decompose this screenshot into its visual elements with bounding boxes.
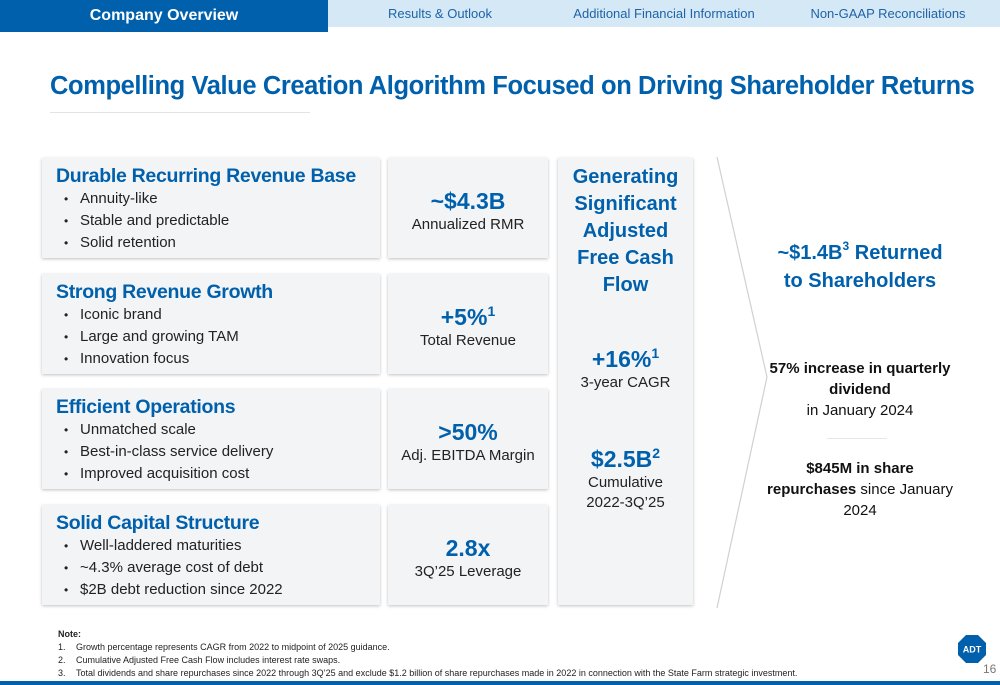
- pillar-bullets: Iconic brand Large and growing TAM Innov…: [64, 304, 366, 370]
- tab-non-gaap-reconciliations[interactable]: Non-GAAP Reconciliations: [776, 0, 1000, 27]
- chevron-divider-icon: [716, 156, 768, 609]
- pillar-heading: Efficient Operations: [56, 396, 236, 418]
- pillar-heading: Durable Recurring Revenue Base: [56, 165, 356, 187]
- metric-label: Adj. EBITDA Margin: [401, 447, 535, 464]
- metric-label: 3Q’25 Leverage: [414, 563, 522, 580]
- pillar-bullets: Annuity-like Stable and predictable Soli…: [64, 188, 366, 254]
- pillar-card-capital-structure: Solid Capital Structure Well-laddered ma…: [42, 505, 380, 605]
- bullet-item: Improved acquisition cost: [64, 463, 366, 485]
- pillar-card-recurring-revenue: Durable Recurring Revenue Base Annuity-l…: [42, 158, 380, 258]
- bullet-item: ~4.3% average cost of debt: [64, 557, 366, 579]
- bottom-accent-bar: [0, 681, 1000, 685]
- section-nav: Company Overview Results & Outlook Addit…: [0, 0, 1000, 32]
- pillar-bullets: Unmatched scale Best-in-class service de…: [64, 419, 366, 485]
- pillar-heading: Strong Revenue Growth: [56, 281, 273, 303]
- metric-card-total-revenue: +5%1 Total Revenue: [388, 274, 548, 374]
- metric-label: Cumulative 2022-3Q’25: [586, 474, 665, 511]
- title-divider: [50, 112, 310, 113]
- metric-value: ~$4.3B: [430, 188, 506, 214]
- metric-label: Annualized RMR: [411, 216, 525, 233]
- metric-label: Total Revenue: [420, 332, 516, 349]
- fcf-cumulative-stat: $2.5B2 Cumulative 2022-3Q’25: [558, 439, 693, 513]
- returns-dividend-item: 57% increase in quarterly dividend in Jan…: [769, 360, 951, 419]
- fcf-cagr-stat: +16%1 3-year CAGR: [558, 339, 693, 393]
- metric-value: +16%1: [591, 345, 660, 372]
- page-title: Compelling Value Creation Algorithm Focu…: [50, 72, 975, 100]
- adt-logo-icon: ADT: [958, 635, 986, 663]
- footnote-item: 1. Growth percentage represents CAGR from…: [58, 642, 390, 652]
- metric-value: +5%1: [440, 303, 496, 330]
- bullet-item: Large and growing TAM: [64, 326, 366, 348]
- tab-results-outlook[interactable]: Results & Outlook: [328, 0, 552, 27]
- pillar-card-efficient-operations: Efficient Operations Unmatched scale Bes…: [42, 389, 380, 489]
- tab-additional-financial-information[interactable]: Additional Financial Information: [552, 0, 776, 27]
- tab-company-overview[interactable]: Company Overview: [0, 0, 328, 32]
- returns-heading: ~$1.4B3 Returned to Shareholders: [777, 239, 943, 292]
- bullet-item: Iconic brand: [64, 304, 366, 326]
- bullet-item: Solid retention: [64, 232, 366, 254]
- bullet-item: $2B debt reduction since 2022: [64, 579, 366, 601]
- bullet-item: Best-in-class service delivery: [64, 441, 366, 463]
- returns-repurchase-item: $845M in share repurchases since January…: [767, 460, 953, 519]
- metric-card-ebitda-margin: >50% Adj. EBITDA Margin: [388, 389, 548, 489]
- fcf-heading: Generating Significant Adjusted Free Cas…: [572, 166, 679, 296]
- footnotes: Note: 1. Growth percentage represents CAG…: [58, 628, 797, 680]
- metric-card-rmr: ~$4.3B Annualized RMR: [388, 158, 548, 258]
- svg-text:ADT: ADT: [963, 645, 982, 655]
- pillar-heading: Solid Capital Structure: [56, 512, 260, 534]
- footnote-item: 3. Total dividends and share repurchases …: [58, 668, 798, 678]
- bullet-item: Annuity-like: [64, 188, 366, 210]
- bullet-item: Innovation focus: [64, 348, 366, 370]
- footnote-item: 2. Cumulative Adjusted Free Cash Flow inc…: [58, 655, 341, 665]
- returns-divider: [827, 438, 887, 439]
- fcf-card: Generating Significant Adjusted Free Cas…: [558, 158, 693, 605]
- metric-value: >50%: [438, 419, 498, 445]
- page-number: 16: [983, 662, 997, 676]
- metric-value: $2.5B2: [590, 445, 661, 472]
- metric-label: 3-year CAGR: [580, 374, 671, 391]
- metric-card-leverage: 2.8x 3Q’25 Leverage: [388, 505, 548, 605]
- bullet-item: Well-laddered maturities: [64, 535, 366, 557]
- footnotes-title: Note:: [58, 629, 81, 639]
- pillar-card-revenue-growth: Strong Revenue Growth Iconic brand Large…: [42, 274, 380, 374]
- pillar-bullets: Well-laddered maturities ~4.3% average c…: [64, 535, 366, 601]
- metric-value: 2.8x: [445, 535, 491, 561]
- bullet-item: Unmatched scale: [64, 419, 366, 441]
- bullet-item: Stable and predictable: [64, 210, 366, 232]
